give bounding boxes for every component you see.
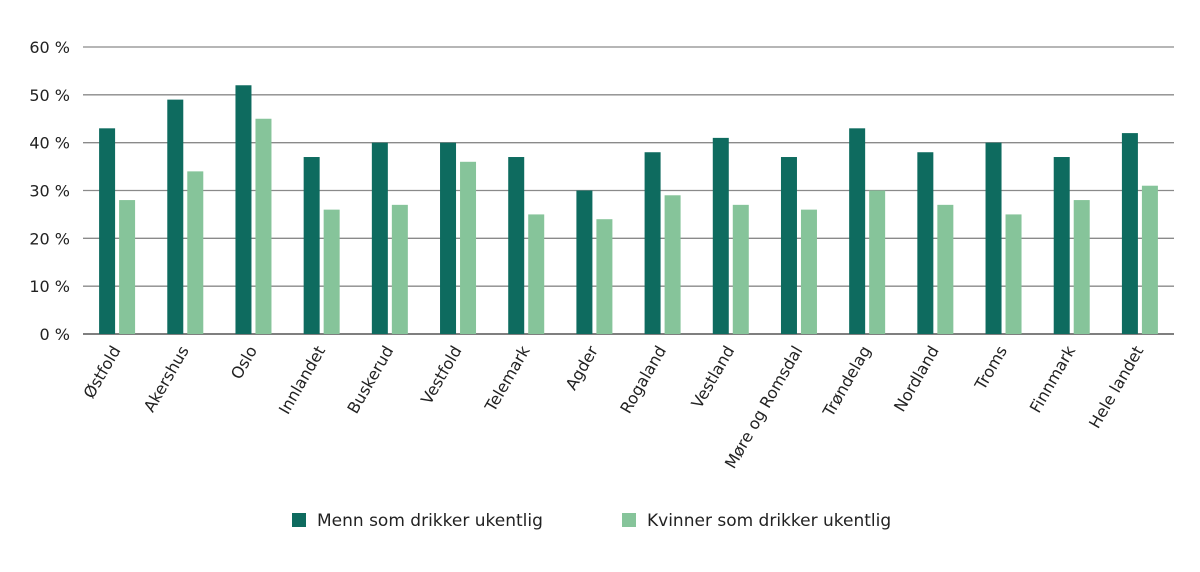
y-tick-label: 50 % — [29, 86, 70, 105]
bar-men — [167, 99, 184, 334]
bar-women — [528, 214, 545, 334]
bar-men — [849, 128, 866, 334]
y-tick-label: 0 % — [40, 325, 70, 344]
x-tick-label: Østfold — [79, 343, 124, 402]
bar-men — [1121, 133, 1138, 334]
y-tick-label: 40 % — [29, 134, 70, 153]
bar-women — [323, 209, 340, 334]
bar-men — [576, 190, 593, 334]
bar-women — [664, 195, 681, 334]
bar-women — [1141, 185, 1158, 334]
legend-swatch — [622, 513, 636, 527]
bar-men — [303, 157, 320, 334]
bar-women — [869, 190, 886, 334]
legend-swatch — [292, 513, 306, 527]
bar-women — [800, 209, 817, 334]
legend-label: Kvinner som drikker ukentlig — [647, 511, 891, 531]
x-axis-labels: Østfold Akershus Oslo Innlandet Buskerud Vest… — [79, 342, 1147, 472]
bar-women — [732, 204, 749, 334]
x-tick-label: Buskerud — [343, 343, 397, 417]
bar-women — [391, 204, 408, 334]
bar-women — [187, 171, 204, 334]
x-tick-label: Innlandet — [275, 343, 329, 418]
bar-women — [119, 200, 136, 334]
y-tick-label: 10 % — [29, 277, 70, 296]
y-axis-ticks: 0 % 10 % 20 % 30 % 40 % 50 % 60 % — [29, 38, 70, 344]
bar-women — [596, 219, 613, 334]
x-tick-label: Vestland — [687, 343, 738, 412]
x-tick-label: Møre og Romsdal — [721, 343, 807, 472]
bar-men — [780, 157, 797, 334]
bar-women — [937, 204, 954, 334]
y-tick-label: 20 % — [29, 229, 70, 248]
x-tick-label: Trøndelag — [818, 343, 874, 421]
bar-men — [644, 152, 661, 334]
x-tick-label: Oslo — [227, 343, 261, 383]
bar-women — [255, 118, 272, 334]
bar-women — [460, 161, 477, 334]
x-tick-label: Agder — [562, 342, 603, 393]
legend: Menn som drikker ukentlig Kvinner som dri… — [292, 511, 891, 531]
y-tick-label: 30 % — [29, 182, 70, 201]
x-tick-label: Finnmark — [1026, 342, 1080, 416]
legend-label: Menn som drikker ukentlig — [317, 511, 543, 531]
bar-men — [371, 142, 388, 334]
bar-men — [440, 142, 457, 334]
bar-men — [235, 85, 252, 335]
bar-men — [99, 128, 116, 334]
x-tick-label: Nordland — [890, 343, 943, 416]
bar-men — [712, 137, 729, 334]
bars — [99, 85, 1158, 335]
bar-men — [985, 142, 1002, 334]
bar-women — [1005, 214, 1022, 334]
y-tick-label: 60 % — [29, 38, 70, 57]
bar-men — [508, 157, 525, 334]
bar-men — [917, 152, 934, 334]
x-tick-label: Rogaland — [616, 343, 670, 417]
x-tick-label: Hele landet — [1085, 343, 1147, 432]
x-tick-label: Vestfold — [417, 343, 466, 408]
x-tick-label: Troms — [970, 343, 1011, 394]
x-tick-label: Akershus — [140, 343, 193, 416]
bar-men — [1053, 157, 1070, 334]
x-tick-label: Telemark — [481, 342, 535, 416]
bar-women — [1073, 200, 1090, 334]
